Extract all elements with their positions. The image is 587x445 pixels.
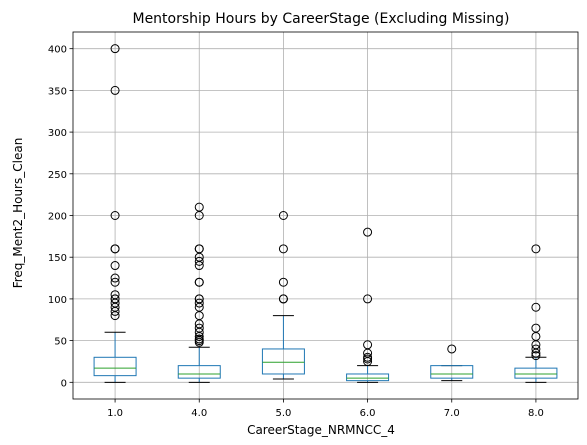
box-group-5-0 — [261, 211, 305, 380]
outlier-point — [278, 277, 288, 287]
outlier-point — [110, 294, 120, 304]
y-tick-label: 300 — [48, 128, 67, 139]
outlier-point — [278, 294, 288, 304]
outlier-point — [110, 44, 120, 54]
outlier-point — [110, 211, 120, 220]
outlier-point — [194, 294, 204, 304]
outlier-point — [110, 273, 120, 283]
x-tick-label: 5.0 — [275, 408, 291, 419]
plot-area-frame — [72, 31, 579, 400]
chart-title: Mentorship Hours by CareerStage (Excludi… — [132, 11, 509, 27]
box-group-6-0 — [346, 227, 390, 383]
outlier-point — [363, 340, 373, 350]
outlier-point — [110, 290, 120, 300]
outlier-point — [194, 323, 204, 333]
box-iqr — [261, 348, 305, 375]
outlier-point — [531, 344, 541, 354]
box-group-4-0 — [177, 202, 221, 383]
boxes — [93, 44, 558, 383]
outlier-point — [531, 244, 541, 254]
box-iqr — [177, 365, 221, 379]
outlier-point — [194, 256, 204, 266]
y-tick-label: 350 — [48, 86, 67, 97]
outlier-point — [278, 211, 288, 220]
outlier-point — [194, 298, 204, 308]
y-tick-label: 0 — [61, 378, 67, 389]
box-iqr — [514, 367, 558, 379]
outlier-point — [110, 85, 120, 95]
y-tick-label: 50 — [54, 337, 67, 348]
y-tick-label: 100 — [48, 295, 67, 306]
y-tick-label: 150 — [48, 253, 67, 264]
outlier-point — [363, 227, 373, 237]
box-group-8-0 — [514, 244, 558, 383]
x-tick-label: 8.0 — [528, 408, 544, 419]
box-iqr — [93, 356, 137, 377]
outlier-point — [531, 351, 541, 361]
y-tick-label: 400 — [48, 45, 67, 56]
y-axis-label: Freq_Ment2_Hours_Clean — [11, 138, 25, 289]
x-axis-label: CareerStage_NRMNCC_4 — [247, 423, 395, 437]
x-tick-label: 4.0 — [191, 408, 207, 419]
outlier-point — [194, 244, 204, 254]
box-iqr — [430, 365, 474, 379]
outlier-point — [363, 294, 373, 304]
x-axis: 1.0 4.0 5.0 6.0 7.0 8.0 — [107, 399, 544, 419]
outlier-point — [110, 277, 120, 287]
outlier-point — [363, 352, 373, 362]
outlier-point — [531, 302, 541, 312]
outlier-point — [531, 323, 541, 333]
box-group-7-0 — [430, 344, 474, 382]
outlier-point — [278, 244, 288, 254]
y-tick-label: 250 — [48, 170, 67, 181]
outlier-point — [110, 261, 120, 271]
outlier-point — [447, 344, 457, 354]
x-tick-label: 6.0 — [360, 408, 376, 419]
outlier-point — [194, 277, 204, 287]
box-group-1-0 — [93, 44, 137, 383]
x-tick-label: 7.0 — [444, 408, 460, 419]
y-tick-label: 200 — [48, 212, 67, 223]
outlier-point — [194, 202, 204, 212]
y-axis: 0 50 100 150 200 250 300 350 400 — [48, 45, 73, 389]
grid-lines — [73, 32, 578, 399]
outlier-point — [110, 244, 120, 254]
box-iqr — [346, 373, 390, 382]
x-tick-label: 1.0 — [107, 408, 123, 419]
outlier-point — [194, 334, 204, 344]
